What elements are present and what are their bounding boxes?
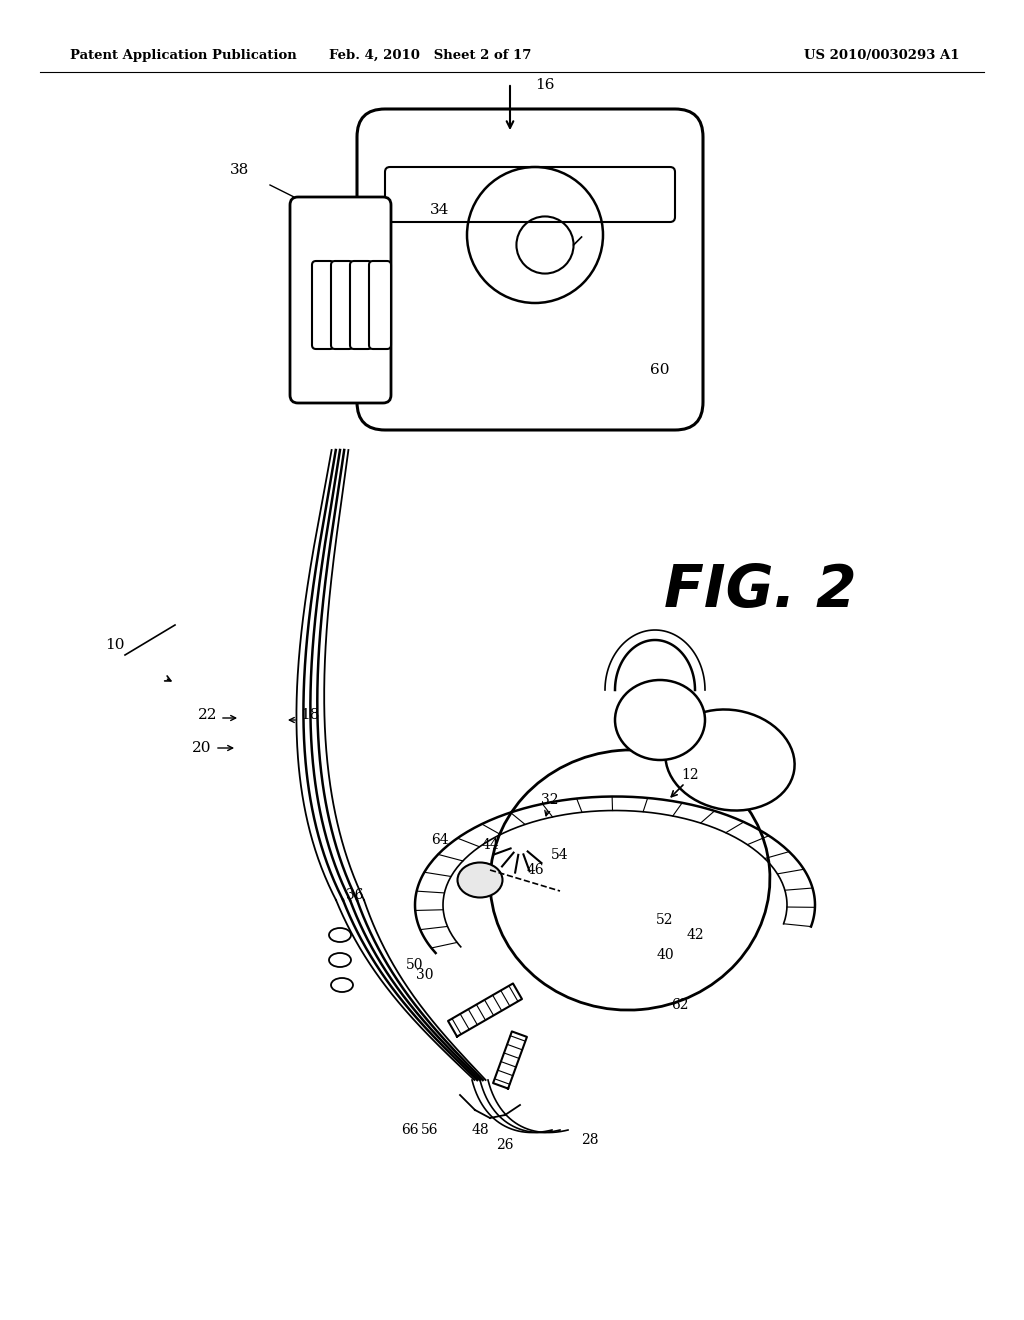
FancyBboxPatch shape xyxy=(350,261,372,348)
Text: 30: 30 xyxy=(416,968,434,982)
FancyBboxPatch shape xyxy=(331,261,353,348)
Text: 52: 52 xyxy=(656,913,674,927)
Text: 64: 64 xyxy=(431,833,449,847)
Text: 16: 16 xyxy=(535,78,555,92)
Text: 44: 44 xyxy=(481,838,499,851)
Text: 50: 50 xyxy=(407,958,424,972)
Text: 56: 56 xyxy=(421,1123,438,1137)
FancyBboxPatch shape xyxy=(385,168,675,222)
Text: 22: 22 xyxy=(198,708,217,722)
Text: 42: 42 xyxy=(686,928,703,942)
Text: 38: 38 xyxy=(230,162,249,177)
Text: Patent Application Publication: Patent Application Publication xyxy=(70,49,297,62)
Text: 62: 62 xyxy=(672,998,689,1012)
Text: 32: 32 xyxy=(542,793,559,807)
Text: 40: 40 xyxy=(656,948,674,962)
Text: 66: 66 xyxy=(401,1123,419,1137)
Text: 10: 10 xyxy=(105,638,125,652)
Text: FIG. 2: FIG. 2 xyxy=(664,561,856,619)
FancyBboxPatch shape xyxy=(357,110,703,430)
Text: 46: 46 xyxy=(526,863,544,876)
Text: 36: 36 xyxy=(346,888,364,902)
Text: 34: 34 xyxy=(430,203,450,216)
Text: 26: 26 xyxy=(497,1138,514,1152)
Text: 60: 60 xyxy=(650,363,670,378)
Text: 48: 48 xyxy=(471,1123,488,1137)
FancyBboxPatch shape xyxy=(369,261,391,348)
Ellipse shape xyxy=(490,750,770,1010)
Ellipse shape xyxy=(666,709,795,810)
Text: 54: 54 xyxy=(551,847,568,862)
FancyBboxPatch shape xyxy=(312,261,334,348)
Text: US 2010/0030293 A1: US 2010/0030293 A1 xyxy=(805,49,961,62)
Ellipse shape xyxy=(458,862,503,898)
Text: Feb. 4, 2010   Sheet 2 of 17: Feb. 4, 2010 Sheet 2 of 17 xyxy=(329,49,531,62)
Text: 12: 12 xyxy=(681,768,698,781)
Text: 28: 28 xyxy=(582,1133,599,1147)
Ellipse shape xyxy=(615,680,705,760)
FancyBboxPatch shape xyxy=(290,197,391,403)
Text: 18: 18 xyxy=(300,708,319,722)
Text: 20: 20 xyxy=(193,741,212,755)
